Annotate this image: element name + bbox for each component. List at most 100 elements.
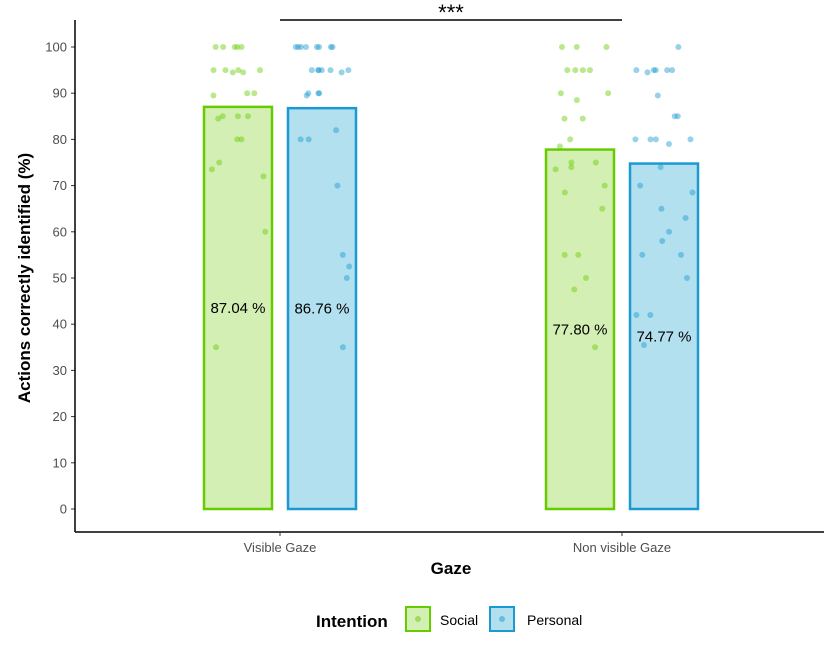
data-point: [573, 44, 580, 50]
data-point: [303, 92, 310, 99]
bar-value-label: 77.80 %: [552, 321, 607, 338]
data-point: [592, 159, 599, 166]
y-axis-title: Actions correctly identified (%): [15, 153, 34, 403]
data-point: [669, 67, 676, 74]
data-point: [316, 44, 323, 50]
bars-layer: [202, 105, 700, 511]
data-point: [556, 143, 563, 150]
data-point: [603, 44, 610, 50]
data-point: [238, 136, 245, 143]
data-point: [675, 44, 682, 50]
data-point: [567, 136, 574, 143]
y-tick-label: 70: [53, 178, 67, 193]
data-point: [558, 44, 565, 50]
data-point: [657, 164, 664, 171]
data-point: [665, 141, 672, 148]
data-point: [639, 251, 646, 258]
data-point: [561, 189, 568, 196]
data-point: [315, 67, 322, 74]
data-point: [664, 67, 671, 74]
legend-label: Social: [440, 612, 478, 628]
data-point: [564, 67, 571, 74]
legend-key-point: [499, 616, 505, 622]
data-point: [652, 136, 659, 143]
x-tick-label: Non visible Gaze: [573, 540, 671, 555]
y-tick-label: 40: [53, 317, 67, 332]
data-point: [644, 69, 651, 76]
bar-labels-layer: 87.04 % 77.80 % 86.76 % 74.77 %: [210, 300, 691, 345]
data-point: [659, 238, 666, 245]
data-point: [339, 344, 346, 351]
data-point: [327, 67, 334, 74]
data-point: [231, 44, 238, 50]
bar-value-label: 86.76 %: [294, 301, 349, 318]
legend-title: Intention: [316, 612, 388, 631]
data-point: [334, 182, 341, 189]
data-point: [313, 44, 320, 50]
data-point: [592, 344, 599, 351]
data-point: [666, 228, 673, 235]
y-tick-label: 20: [53, 409, 67, 424]
data-point: [235, 67, 242, 74]
data-point: [568, 159, 575, 166]
data-point: [601, 182, 608, 189]
data-point: [633, 311, 640, 318]
data-point: [315, 90, 322, 97]
data-point: [212, 44, 219, 50]
data-point: [256, 67, 263, 74]
data-point: [633, 67, 640, 74]
data-point: [689, 189, 696, 196]
data-point: [568, 164, 575, 171]
y-axis-ticks: 0 10 20 30 40 50 60 70 80 90 100: [45, 40, 75, 517]
data-point: [327, 44, 334, 50]
data-point: [650, 67, 657, 74]
data-point: [647, 136, 654, 143]
data-point: [315, 67, 322, 74]
data-point: [295, 44, 302, 50]
data-point: [213, 344, 220, 351]
data-point: [632, 136, 639, 143]
data-point: [329, 44, 336, 50]
legend-key-point: [415, 616, 421, 622]
data-point: [316, 90, 323, 97]
data-point: [251, 90, 258, 97]
data-point: [318, 67, 325, 74]
data-point: [216, 159, 223, 166]
data-point: [308, 67, 315, 74]
data-point: [208, 166, 215, 173]
data-point: [339, 251, 346, 258]
legend-label: Personal: [527, 612, 582, 628]
data-point: [572, 67, 579, 74]
data-point: [579, 115, 586, 122]
y-tick-label: 10: [53, 455, 67, 470]
data-point: [240, 69, 247, 76]
data-point: [683, 275, 690, 281]
data-point: [222, 67, 229, 74]
y-tick-label: 80: [53, 132, 67, 147]
data-point: [552, 166, 559, 173]
data-point: [297, 136, 304, 143]
significance-annotation: ***: [280, 0, 622, 25]
bar: [544, 148, 616, 511]
data-point: [244, 90, 251, 97]
data-point: [305, 90, 312, 97]
data-point: [234, 44, 241, 50]
data-point: [292, 44, 299, 50]
data-point: [658, 205, 665, 212]
data-point: [333, 127, 340, 134]
points-layer: [208, 44, 696, 351]
data-point: [687, 136, 694, 143]
data-point: [682, 214, 689, 221]
data-point: [640, 341, 647, 348]
y-tick-label: 100: [45, 40, 67, 55]
data-point: [605, 90, 612, 97]
data-point: [599, 205, 606, 212]
x-axis-title: Gaze: [431, 559, 472, 578]
data-point: [229, 69, 236, 76]
data-point: [215, 115, 222, 122]
data-point: [210, 67, 217, 74]
legend: Intention Social Personal: [316, 606, 582, 632]
data-point: [346, 263, 353, 270]
